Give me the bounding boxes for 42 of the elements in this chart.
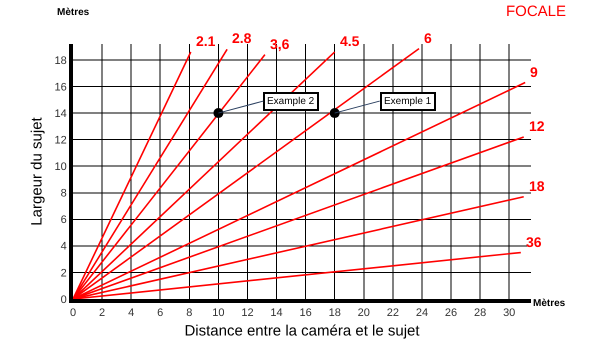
annotation: Exemple 1 [384,96,432,107]
y-tick-label: 8 [60,188,67,200]
text: Mètres [533,298,566,309]
annotation: Example 2 [267,96,315,107]
x-axis-title: Distance entre la caméra et le sujet [184,322,420,340]
series-label: 6 [424,30,432,46]
series-label: 36 [526,234,542,250]
y-tick-label: 14 [54,108,67,120]
x-tick-label: 24 [416,307,428,320]
x-tick-label: 22 [386,307,399,320]
series-label: 12 [529,118,545,134]
series-label: 3,6 [270,36,290,52]
legend-title: FOCALE [506,3,566,20]
x-tick-label: 18 [328,307,341,320]
y-tick-label: 10 [54,161,67,174]
y-tick-label: 2 [60,267,67,280]
series-label: 18 [529,178,545,194]
series-label: 4.5 [340,33,360,49]
x-tick-label: 2 [99,307,106,320]
x-tick-label: 0 [70,307,76,320]
y-tick-label: 16 [54,81,67,94]
x-tick-label: 14 [270,307,283,320]
x-tick-label: 10 [212,307,225,320]
text: Mètres [57,7,90,18]
y-tick-label: 6 [60,214,67,226]
series-label: 2.1 [196,33,216,49]
y-tick-label: 12 [54,134,67,146]
y-tick-label: 0 [60,294,67,306]
y-tick-label: 18 [54,54,67,67]
series-label: 9 [530,64,538,80]
x-tick-label: 30 [503,307,516,320]
x-tick-label: 28 [474,307,486,320]
y-tick-label: 4 [60,240,67,253]
x-tick-label: 6 [157,307,164,320]
y-axis-title: Largeur du sujet [28,116,46,226]
x-tick-label: 26 [444,307,458,320]
x-tick-label: 12 [241,307,254,320]
x-tick-label: 4 [128,307,134,320]
series-label: 2.8 [232,30,252,46]
x-tick-label: 8 [186,307,192,320]
x-tick-label: 16 [300,307,312,320]
x-tick-label: 20 [358,307,370,320]
